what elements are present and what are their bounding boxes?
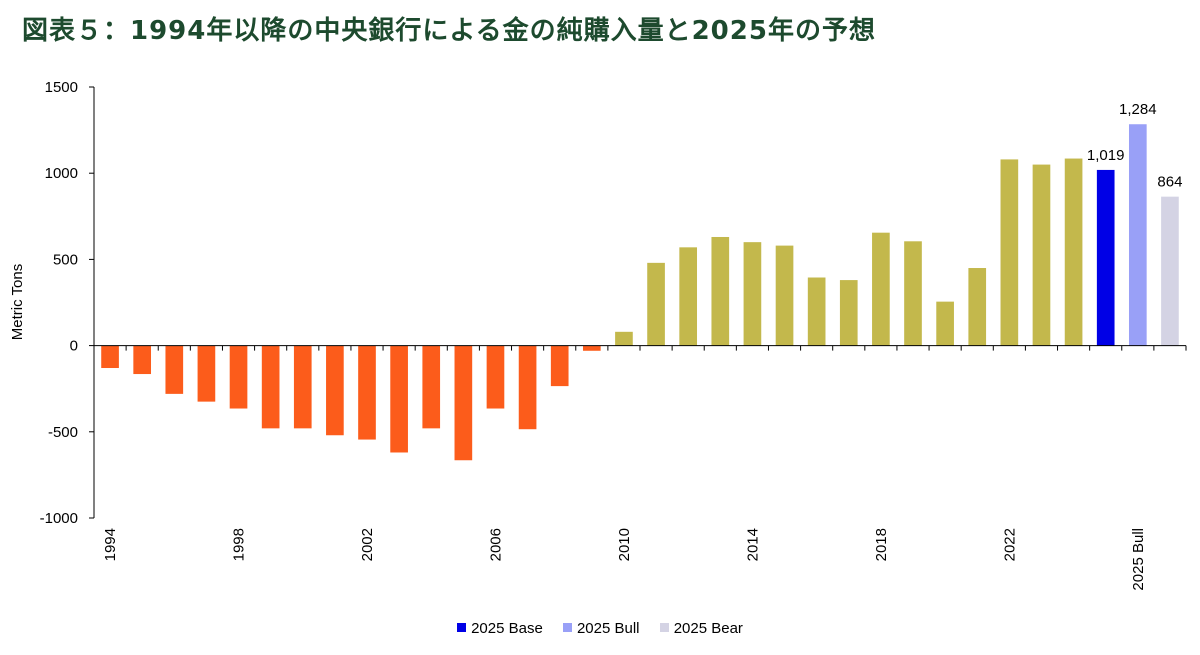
- bar-2009: [582, 345, 601, 351]
- legend-label-2025-bull: 2025 Bull: [576, 620, 640, 637]
- x-tick-label: 1998: [231, 528, 248, 561]
- x-tick-label: 2002: [359, 528, 376, 561]
- x-tick-label: 2025 Bull: [1130, 528, 1147, 591]
- data-label-2025-bear: 864: [1157, 174, 1182, 191]
- bar-2016: [807, 277, 826, 346]
- data-label-2025-base: 1,019: [1087, 147, 1125, 164]
- bar-2025-base: [1096, 169, 1115, 346]
- y-axis-label: Metric Tons: [9, 264, 26, 340]
- bar-2007: [518, 345, 537, 430]
- legend-swatch-2025-bear: [659, 623, 669, 632]
- bar-2025-bull: [1128, 124, 1147, 346]
- legend-label-2025-bear: 2025 Bear: [673, 620, 743, 637]
- bar-2011: [647, 262, 665, 346]
- x-tick-label: 2006: [487, 528, 504, 561]
- y-tick-label: 1000: [45, 165, 78, 182]
- y-tick-label: -1000: [40, 510, 78, 527]
- bar-2006: [486, 345, 505, 409]
- bar-2002: [358, 345, 376, 440]
- bar-2014: [743, 242, 762, 346]
- y-tick-label: 1500: [45, 79, 78, 96]
- bar-2025-bear: [1161, 196, 1179, 346]
- x-tick-label: 2014: [744, 528, 761, 561]
- legend-item-2025-bear: 2025 Bear: [659, 620, 743, 637]
- legend-swatch-2025-base: [457, 623, 467, 632]
- bar-2022: [1000, 159, 1019, 346]
- bar-1998: [229, 345, 248, 409]
- bar-1996: [165, 345, 184, 394]
- bar-1994: [101, 345, 119, 369]
- bar-2023: [1032, 164, 1051, 346]
- bar-2008: [550, 345, 569, 387]
- legend-swatch-2025-bull: [562, 623, 572, 632]
- bar-2024: [1064, 158, 1083, 346]
- bar-2019: [904, 241, 922, 346]
- bar-2021: [968, 268, 987, 346]
- y-tick-label: -500: [48, 424, 78, 441]
- bar-2018: [872, 232, 890, 346]
- bar-1995: [133, 345, 152, 375]
- bar-1997: [197, 345, 216, 402]
- bar-2013: [711, 236, 730, 346]
- bar-2001: [326, 345, 344, 436]
- chart-plot: Metric Tons 1500 1000 500 0 -500 -1000 1,019 1,…: [9, 79, 1187, 591]
- legend-item-2025-base: 2025 Base: [457, 620, 543, 637]
- bar-2010: [615, 331, 633, 346]
- bar-2003: [390, 345, 408, 453]
- y-tick-label: 500: [53, 251, 78, 268]
- bar-2012: [679, 247, 698, 346]
- bar-2015: [775, 245, 794, 346]
- x-tick-label: 2022: [1001, 528, 1018, 561]
- bar-2004: [422, 345, 441, 429]
- bar-2017: [839, 280, 858, 346]
- x-tick-label: 2018: [873, 528, 890, 561]
- bar-2000: [293, 345, 312, 429]
- chart-title: 図表５：1994年以降の中央銀行による金の純購入量と2025年の予想: [22, 16, 876, 46]
- data-label-2025-bull: 1,284: [1119, 101, 1157, 118]
- bar-2020: [936, 301, 954, 346]
- legend-item-2025-bull: 2025 Bull: [562, 620, 640, 637]
- bar-2005: [454, 345, 473, 461]
- x-tick-label: 2010: [616, 528, 633, 561]
- bar-1999: [261, 345, 280, 429]
- y-tick-label: 0: [70, 338, 78, 355]
- x-tick-label: 1994: [102, 528, 119, 561]
- legend: 2025 Base 2025 Bull 2025 Bear: [0, 620, 1200, 637]
- legend-label-2025-base: 2025 Base: [471, 620, 543, 637]
